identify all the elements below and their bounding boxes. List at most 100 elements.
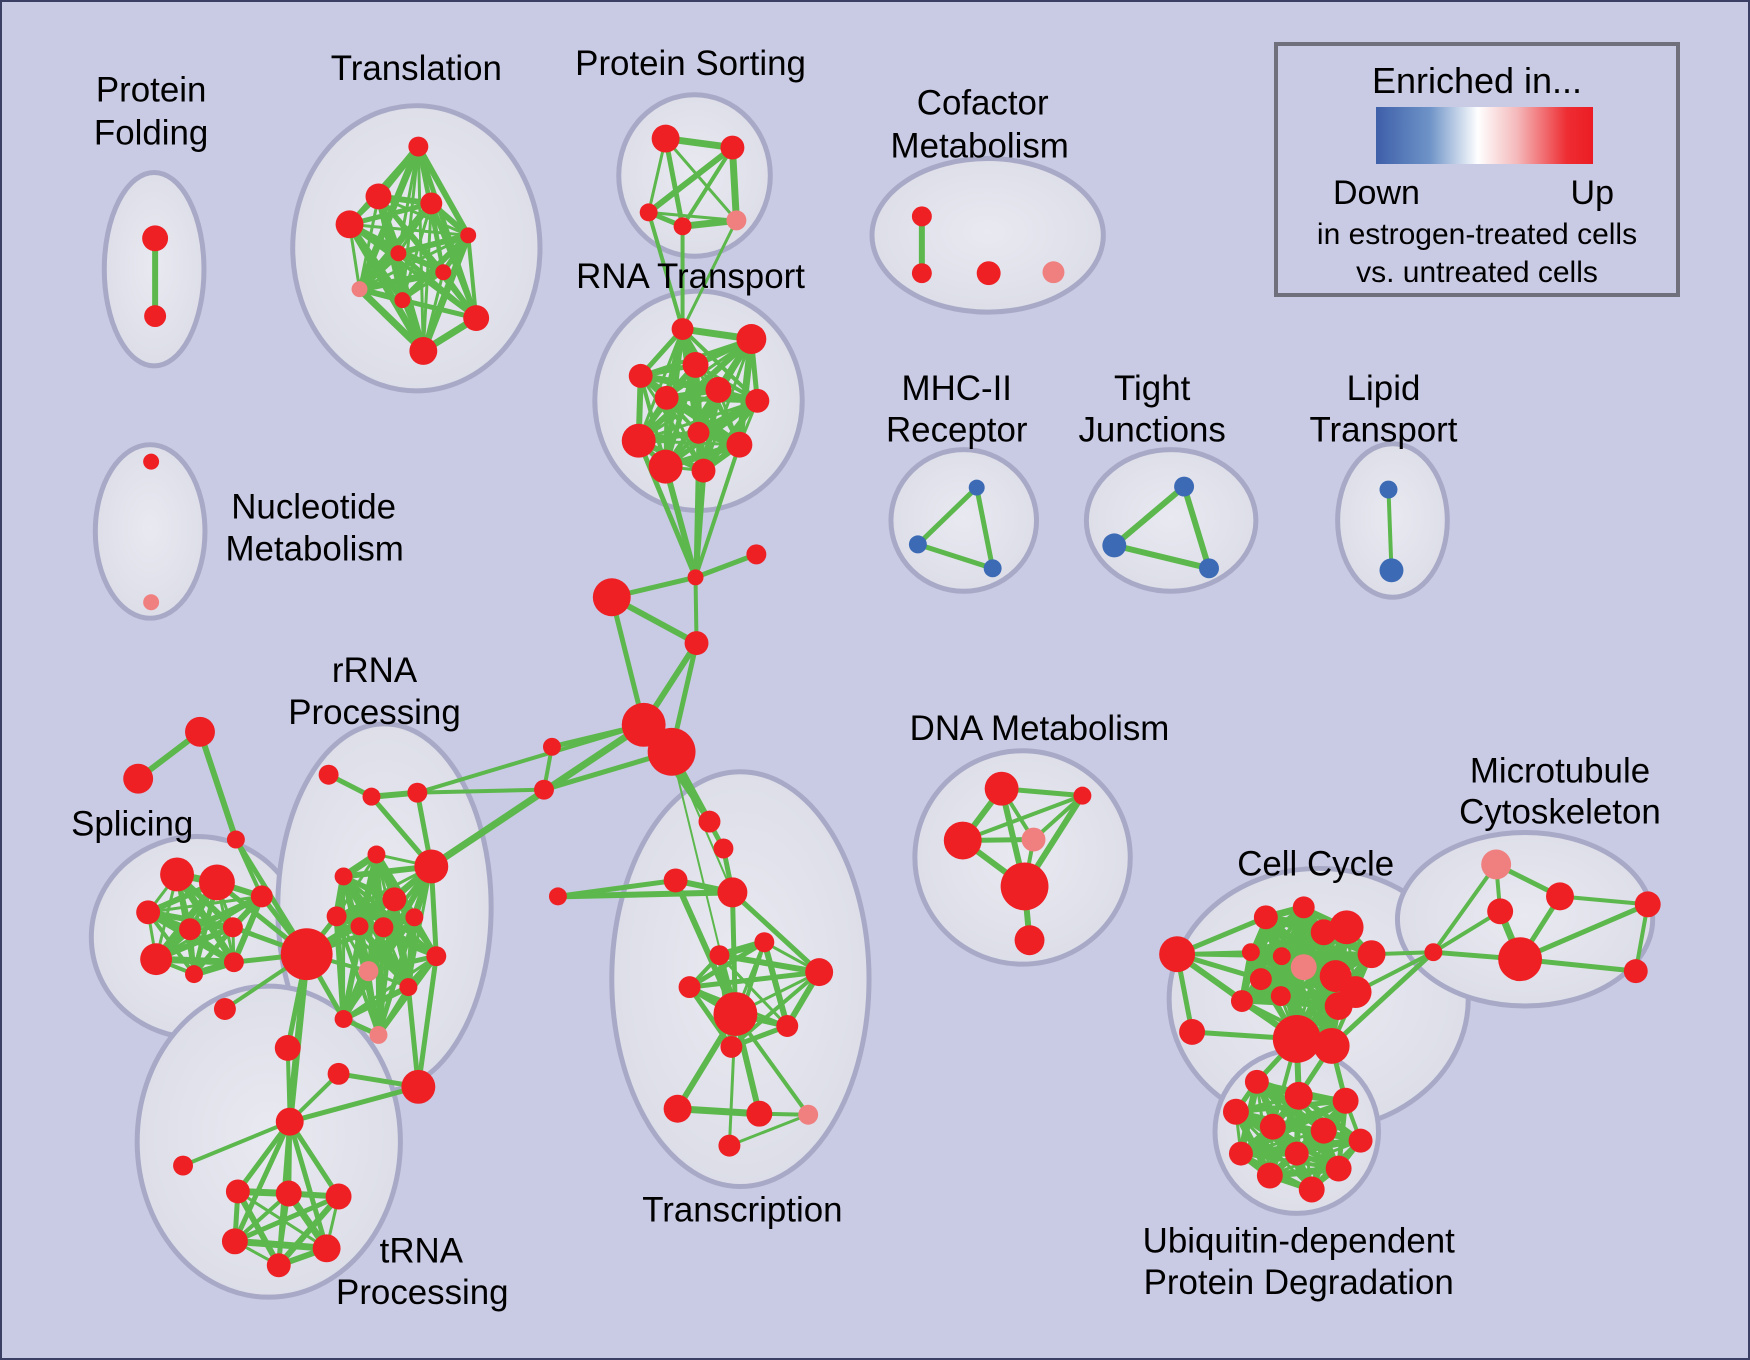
network-edge <box>1111 542 1213 572</box>
network-node-cy13 <box>1270 986 1291 1007</box>
network-edge <box>358 194 380 291</box>
network-edge <box>716 952 823 976</box>
network-node-tn4 <box>325 1183 352 1210</box>
network-node-bh2 <box>1313 1027 1350 1064</box>
network-node-ps3 <box>639 203 658 222</box>
network-node-dn4 <box>1021 827 1046 852</box>
network-node-ub10 <box>1325 1155 1352 1182</box>
network-node-rt1 <box>671 318 694 341</box>
network-edge <box>275 1193 342 1269</box>
network-node-mh1 <box>968 479 985 496</box>
cluster-ellipse-tight-junctions <box>1083 447 1259 594</box>
cluster-ellipse-nucleotide-metabolism <box>92 442 208 621</box>
network-node-tx3 <box>663 868 688 893</box>
network-node-dn6 <box>1014 925 1045 956</box>
network-node-mt3 <box>1487 898 1514 925</box>
network-node-tl7 <box>435 264 452 281</box>
network-edge <box>554 889 736 900</box>
network-edge <box>399 232 472 304</box>
network-node-rt11 <box>726 431 753 458</box>
network-node-rr8 <box>326 906 347 927</box>
network-node-rhub <box>280 928 333 981</box>
network-edge <box>376 985 411 1037</box>
network-node-rr18 <box>369 1025 388 1044</box>
legend-box: Enriched in... Down Up in estrogen-treat… <box>1274 42 1680 297</box>
network-edge <box>1247 903 1308 956</box>
network-edge <box>197 728 239 843</box>
network-edge <box>680 145 735 229</box>
network-node-hg <box>542 737 561 756</box>
network-edge <box>1181 483 1213 572</box>
network-edge <box>335 864 433 918</box>
network-node-rr2 <box>362 787 381 806</box>
network-edge <box>646 210 685 332</box>
network-edge <box>395 232 472 257</box>
network-node-rt2 <box>736 324 767 354</box>
network-node-rt6 <box>654 385 679 410</box>
network-node-ub4 <box>1222 1098 1249 1125</box>
network-node-rt4 <box>628 363 653 388</box>
network-node-tx7 <box>805 958 834 987</box>
network-node-tx6 <box>709 945 730 966</box>
legend-endpoints: Down Up <box>1333 174 1614 213</box>
network-node-lt1 <box>1379 480 1398 499</box>
network-node-tr1 <box>185 716 215 747</box>
network-node-tl2 <box>365 183 392 210</box>
network-node-ub2 <box>1284 1081 1313 1110</box>
network-node-cb <box>746 544 767 565</box>
network-node-rr4 <box>367 845 386 864</box>
network-node-dn2 <box>1073 786 1092 805</box>
network-node-tr3 <box>226 830 245 849</box>
network-node-tx2 <box>713 838 734 859</box>
network-edge <box>960 793 1085 843</box>
network-edge <box>728 144 740 224</box>
network-edge <box>687 969 822 990</box>
network-node-cy10 <box>1249 968 1272 991</box>
network-node-sp5 <box>140 943 173 976</box>
cluster-ellipse-cofactor-metabolism <box>869 156 1106 315</box>
network-node-cy7 <box>1241 943 1260 962</box>
cluster-label-rrna-processing-line1: rRNA <box>332 651 418 690</box>
network-edge <box>1517 901 1651 962</box>
network-edge <box>761 939 791 1029</box>
network-node-tn0 <box>275 1107 304 1136</box>
cluster-label-protein-folding-line2: Folding <box>94 114 208 153</box>
network-node-cy16 <box>1339 976 1372 1009</box>
network-edge <box>154 894 264 961</box>
cluster-label-nucleotide-metabolism-line1: Nucleotide <box>231 487 396 526</box>
cluster-label-protein-sorting-line1: Protein Sorting <box>575 44 806 83</box>
network-node-sp3 <box>136 900 161 925</box>
network-edge <box>915 485 980 547</box>
network-edge <box>346 220 427 355</box>
legend-gradient-bar <box>1376 107 1593 164</box>
network-node-rr15 <box>274 1034 301 1061</box>
network-edge <box>1557 894 1650 907</box>
network-edge <box>645 144 736 216</box>
network-edge <box>376 925 386 1037</box>
cluster-label-lipid-transport-line1: Lipid <box>1347 369 1421 408</box>
network-node-ub7 <box>1348 1128 1373 1153</box>
network-node-cy4 <box>1292 896 1315 919</box>
network-node-tl8 <box>351 281 368 298</box>
network-edge <box>687 984 734 1050</box>
network-edge <box>639 374 706 473</box>
network-edge <box>727 1113 810 1148</box>
network-node-tn1 <box>173 1155 194 1176</box>
network-node-tx8 <box>678 976 701 999</box>
network-edge <box>693 442 742 580</box>
network-node-rt12 <box>691 458 716 483</box>
network-node-sp2 <box>198 864 235 901</box>
cluster-label-transcription-line1: Transcription <box>642 1190 842 1229</box>
network-node-ca <box>687 569 704 586</box>
network-node-mt6 <box>1623 959 1648 984</box>
cluster-label-cofactor-metabolism-line2: Metabolism <box>891 127 1069 166</box>
network-node-tx9 <box>713 992 758 1036</box>
cluster-label-microtubule-cytoskeleton-line2: Cytoskeleton <box>1459 793 1661 832</box>
network-node-rr7 <box>382 887 407 912</box>
network-node-rt9 <box>621 423 656 458</box>
network-node-tn5 <box>221 1228 248 1255</box>
network-node-cy6 <box>1329 910 1364 945</box>
network-edge <box>664 137 738 222</box>
